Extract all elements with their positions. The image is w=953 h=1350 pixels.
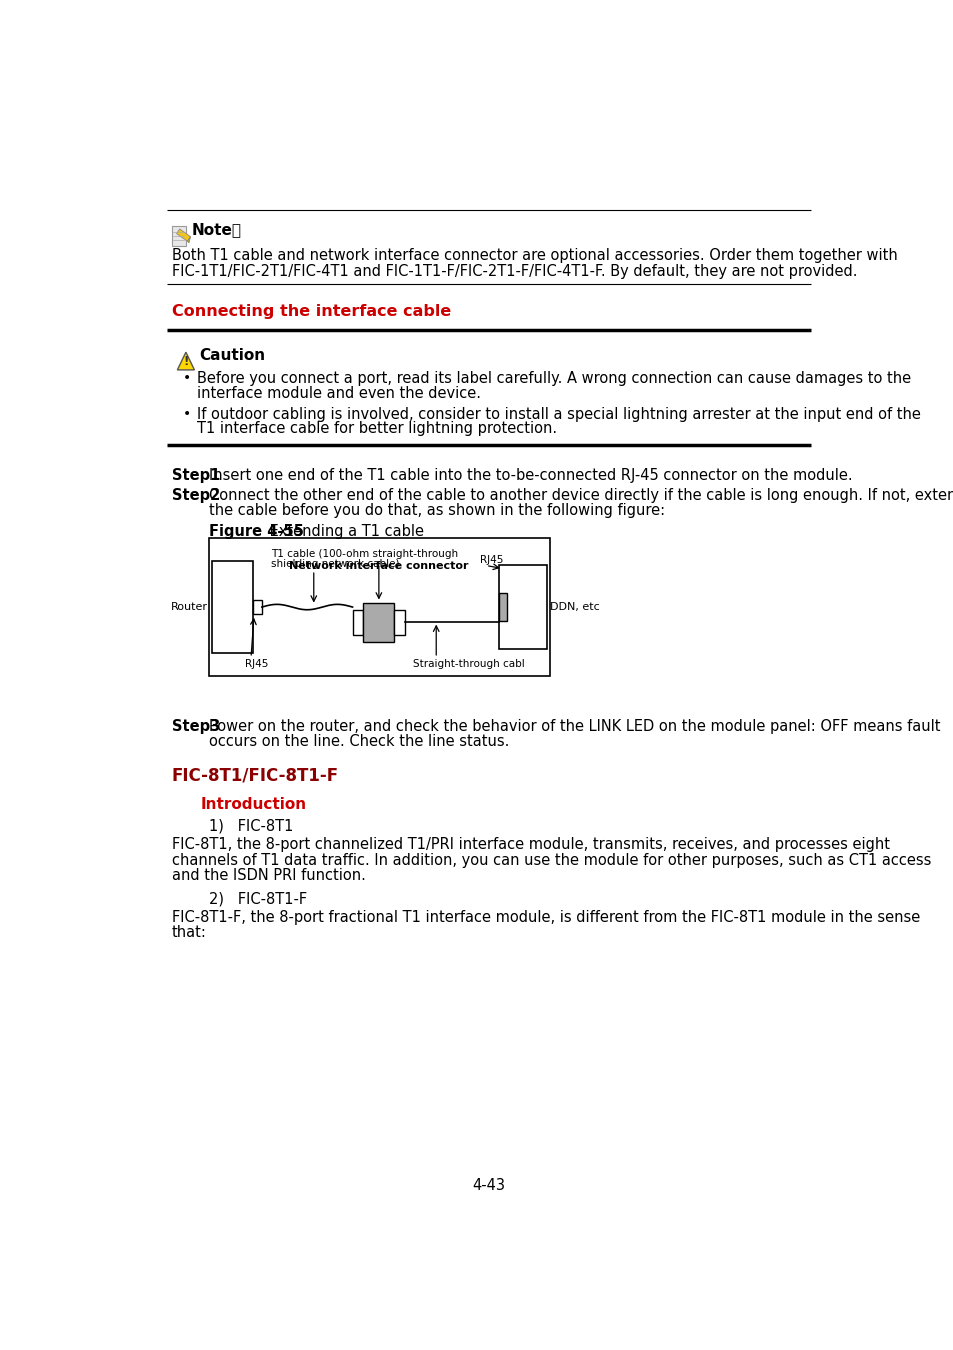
- Text: 4-43: 4-43: [472, 1179, 505, 1193]
- Text: Before you connect a port, read its label carefully. A wrong connection can caus: Before you connect a port, read its labe…: [196, 371, 910, 386]
- Text: channels of T1 data traffic. In addition, you can use the module for other purpo: channels of T1 data traffic. In addition…: [172, 853, 930, 868]
- Text: Connect the other end of the cable to another device directly if the cable is lo: Connect the other end of the cable to an…: [209, 489, 953, 504]
- Text: 2)   FIC-8T1-F: 2) FIC-8T1-F: [209, 891, 307, 906]
- Polygon shape: [176, 230, 191, 242]
- Text: Straight-through cabl: Straight-through cabl: [413, 659, 524, 670]
- Text: interface module and even the device.: interface module and even the device.: [196, 386, 480, 401]
- Text: FIC-8T1-F, the 8-port fractional T1 interface module, is different from the FIC-: FIC-8T1-F, the 8-port fractional T1 inte…: [172, 910, 920, 925]
- Text: occurs on the line. Check the line status.: occurs on the line. Check the line statu…: [209, 734, 509, 749]
- Text: Caution: Caution: [199, 348, 265, 363]
- Text: Connecting the interface cable: Connecting the interface cable: [172, 304, 451, 319]
- Text: shielding network cable): shielding network cable): [271, 559, 399, 568]
- Text: and the ISDN PRI function.: and the ISDN PRI function.: [172, 868, 365, 883]
- Text: Router: Router: [172, 602, 208, 612]
- Text: Note；: Note；: [192, 221, 242, 238]
- Bar: [394, 610, 405, 634]
- Text: •: •: [183, 406, 191, 421]
- Text: RJ45: RJ45: [245, 659, 268, 670]
- Bar: [212, 560, 253, 653]
- Text: Step1: Step1: [172, 468, 220, 483]
- Bar: [172, 225, 186, 246]
- Text: Network interface connector: Network interface connector: [289, 560, 468, 571]
- Text: RJ45: RJ45: [479, 555, 502, 564]
- Polygon shape: [177, 352, 194, 370]
- Bar: [498, 564, 546, 649]
- Text: Both T1 cable and network interface connector are optional accessories. Order th: Both T1 cable and network interface conn…: [172, 248, 897, 263]
- Text: Power on the router, and check the behavior of the LINK LED on the module panel:: Power on the router, and check the behav…: [209, 718, 940, 733]
- Text: Figure 4-55: Figure 4-55: [209, 524, 304, 539]
- Bar: [363, 603, 394, 641]
- Text: DDN, etc: DDN, etc: [550, 602, 599, 612]
- Text: !: !: [183, 355, 189, 369]
- Text: FIC-1T1/FIC-2T1/FIC-4T1 and FIC-1T1-F/FIC-2T1-F/FIC-4T1-F. By default, they are : FIC-1T1/FIC-2T1/FIC-4T1 and FIC-1T1-F/FI…: [172, 265, 857, 279]
- Text: Extending a T1 cable: Extending a T1 cable: [265, 524, 423, 539]
- Text: T1 cable (100-ohm straight-through: T1 cable (100-ohm straight-through: [271, 548, 457, 559]
- Text: that:: that:: [172, 925, 207, 940]
- Text: Introduction: Introduction: [200, 798, 307, 813]
- Text: T1 interface cable for better lightning protection.: T1 interface cable for better lightning …: [196, 421, 557, 436]
- Text: If outdoor cabling is involved, consider to install a special lightning arrester: If outdoor cabling is involved, consider…: [196, 406, 920, 421]
- Text: the cable before you do that, as shown in the following figure:: the cable before you do that, as shown i…: [209, 504, 664, 518]
- Bar: [253, 601, 261, 614]
- Text: FIC-8T1, the 8-port channelized T1/PRI interface module, transmits, receives, an: FIC-8T1, the 8-port channelized T1/PRI i…: [172, 837, 889, 852]
- Text: Step2: Step2: [172, 489, 220, 504]
- Text: •: •: [183, 371, 191, 386]
- Bar: [209, 537, 550, 676]
- Text: FIC-8T1/FIC-8T1-F: FIC-8T1/FIC-8T1-F: [172, 767, 338, 784]
- Text: Step3: Step3: [172, 718, 220, 733]
- Polygon shape: [187, 236, 191, 243]
- Text: 1)   FIC-8T1: 1) FIC-8T1: [209, 819, 294, 834]
- Text: Insert one end of the T1 cable into the to-be-connected RJ-45 connector on the m: Insert one end of the T1 cable into the …: [209, 468, 852, 483]
- Bar: [353, 610, 363, 634]
- Bar: [498, 593, 506, 621]
